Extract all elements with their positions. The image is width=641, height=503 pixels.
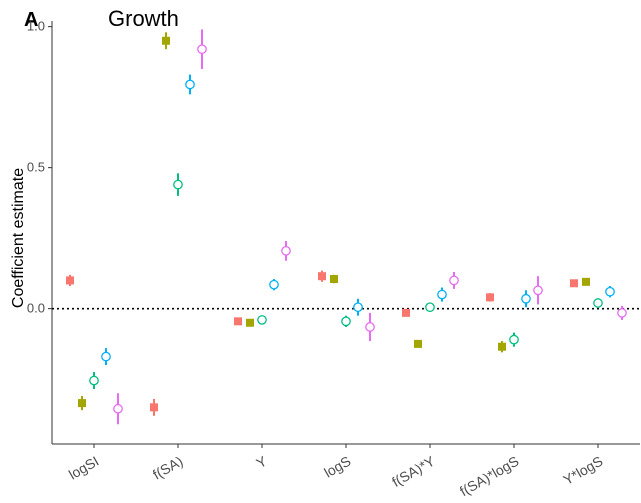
data-point [185,79,195,90]
data-point [234,317,242,326]
x-tick-label: logSI [66,453,102,483]
x-tick-label: Y [253,452,270,471]
data-point [257,315,267,325]
y-ticks: 0.0 0.5 1.0 [27,19,52,316]
x-tick-label: Y*logS [560,453,605,488]
data-point [101,351,111,362]
data-point [570,279,578,288]
data-point [150,403,158,412]
data-point [197,44,207,55]
data-point [162,36,170,45]
chart-title: Growth [108,6,179,31]
data-point [509,334,519,345]
data-point [593,298,603,308]
data-point [498,342,506,351]
y-tick-label: 0.5 [27,160,45,175]
x-tick-label: f(SA)*logS [457,453,522,500]
data-point [486,293,494,302]
data-point [533,285,543,296]
data-point [521,293,531,304]
y-axis-label: Coefficient estimate [10,168,27,308]
data-point [341,316,351,327]
x-tick-label: f(SA) [150,453,186,483]
data-point [113,403,123,414]
data-point [605,286,615,297]
data-point [365,322,375,332]
data-point [89,375,99,386]
data-point [246,318,254,327]
data-point [414,339,422,348]
data-point [582,277,590,286]
data-point [402,308,410,317]
data-point [437,289,447,300]
data-point [318,272,326,281]
data-point [617,308,627,318]
data-point [425,302,435,313]
data-point [78,399,86,408]
data-points [66,29,627,425]
data-point [330,275,338,284]
x-tick-label: logS [321,453,353,481]
data-point [173,179,183,190]
data-point [269,279,279,290]
data-point [353,302,363,313]
data-point [66,276,74,285]
y-tick-label: 0.0 [27,301,45,316]
data-point [449,275,459,286]
panel-letter: A [24,9,38,31]
y-tick-label: 1.0 [27,19,45,34]
x-tick-label: f(SA)*Y [389,452,438,490]
data-point [281,245,291,256]
